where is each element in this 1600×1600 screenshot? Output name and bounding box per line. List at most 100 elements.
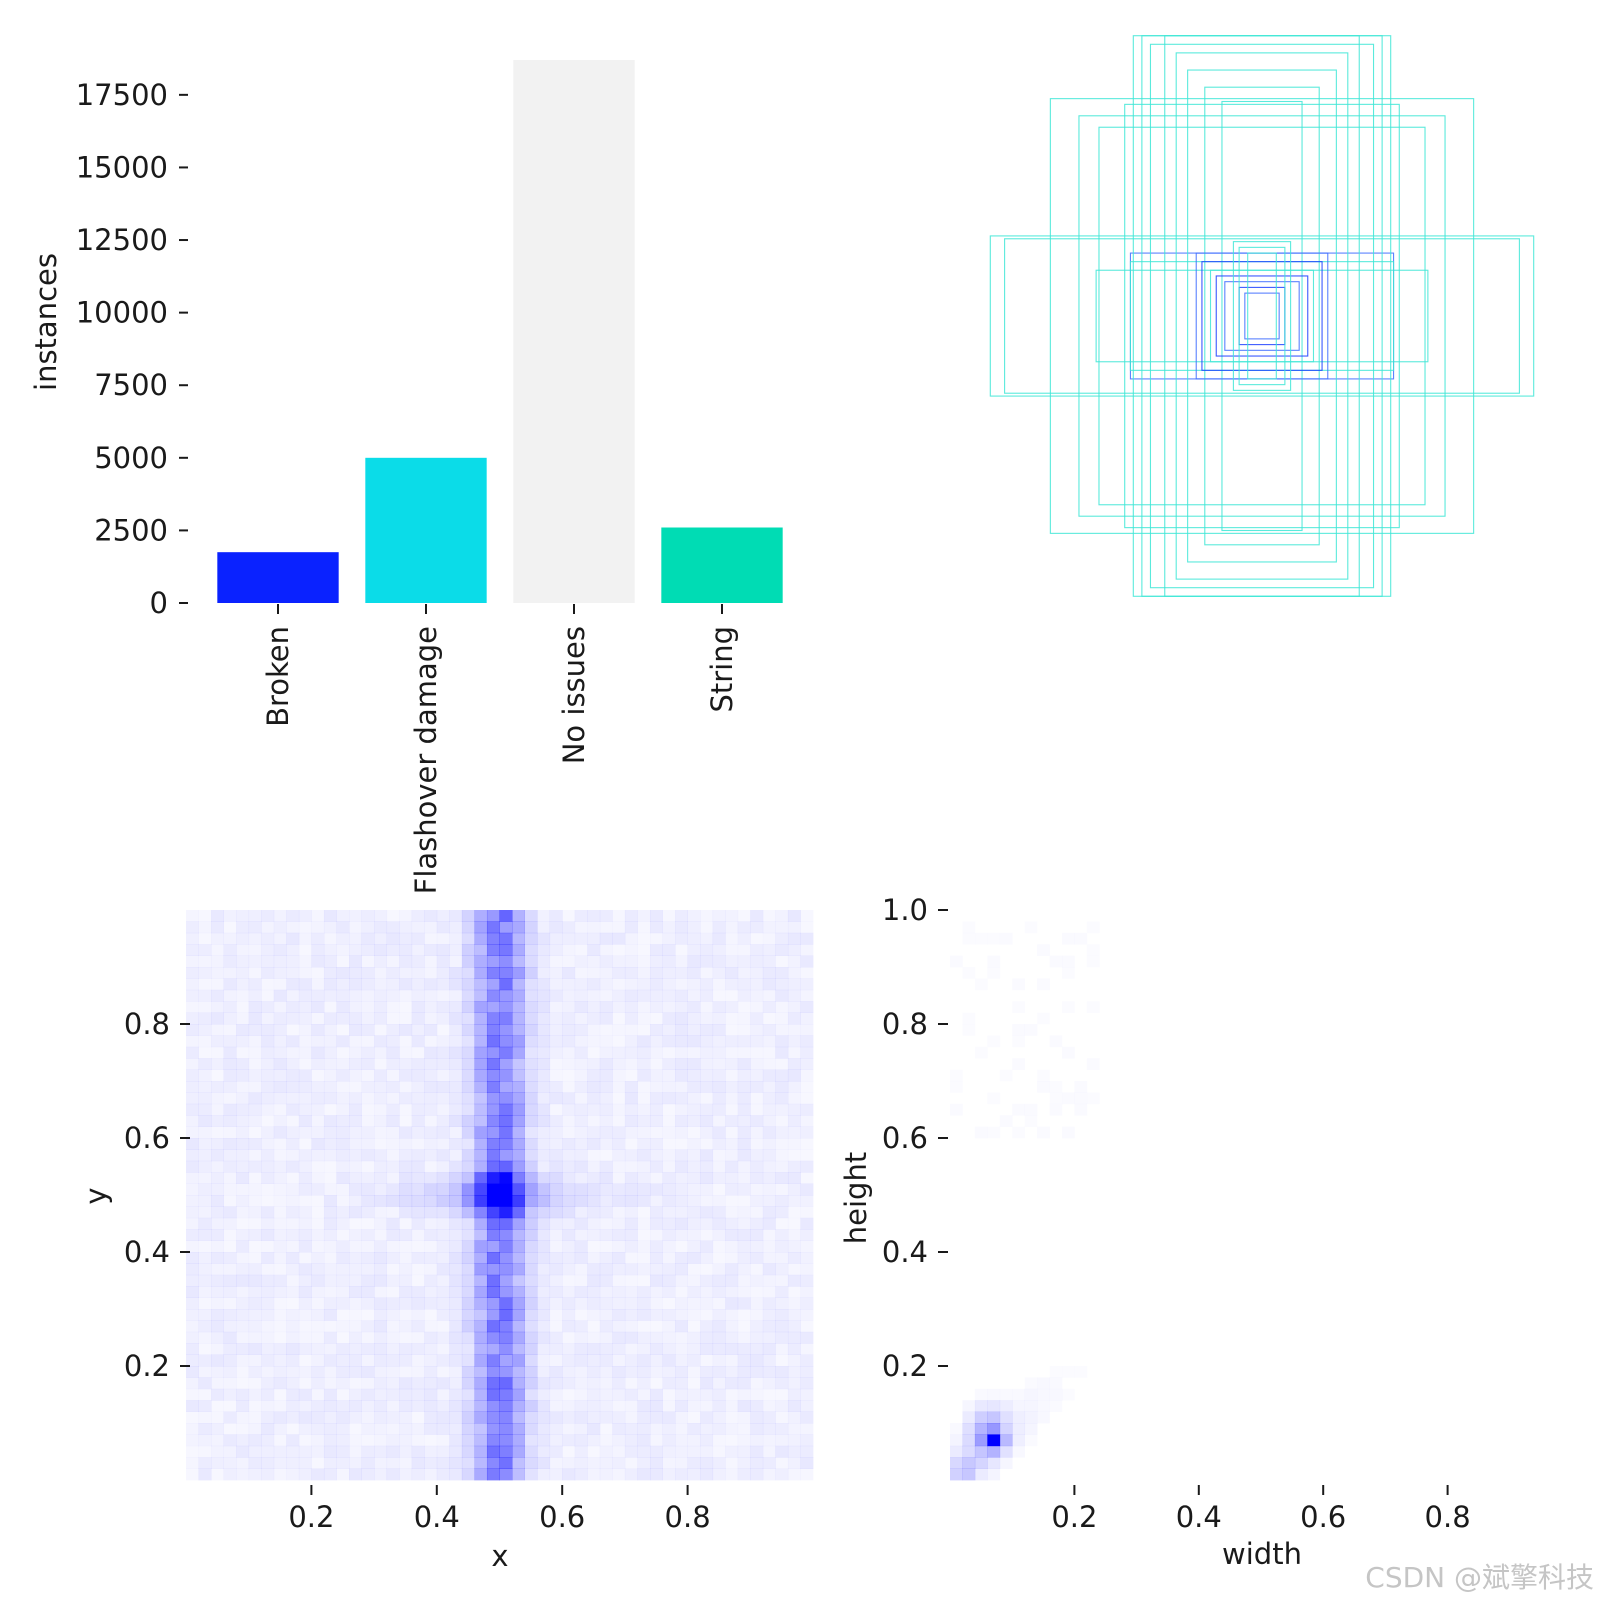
heatmap-cell bbox=[424, 989, 438, 1002]
heatmap-cell bbox=[950, 1457, 963, 1469]
heatmap-cell bbox=[787, 1423, 801, 1435]
heatmap-cell bbox=[474, 1423, 488, 1435]
heatmap-cell bbox=[349, 1354, 362, 1367]
heatmap-cell bbox=[236, 1081, 250, 1093]
heatmap-cell bbox=[675, 1206, 688, 1219]
heatmap-cell bbox=[349, 1001, 362, 1013]
heatmap-cell bbox=[361, 1366, 375, 1378]
heatmap-cell bbox=[712, 1263, 726, 1276]
heatmap-cell bbox=[224, 1298, 237, 1310]
heatmap-cell bbox=[499, 1058, 513, 1070]
heatmap-cell bbox=[199, 978, 212, 990]
heatmap-cell bbox=[311, 1013, 324, 1025]
heatmap-cell bbox=[662, 1252, 676, 1264]
heatmap-cell bbox=[762, 1274, 776, 1287]
label-box bbox=[989, 235, 1535, 397]
heatmap-cell bbox=[211, 1001, 225, 1013]
heatmap-cell bbox=[999, 1423, 1013, 1435]
bar-y-tick-label: 10000 bbox=[76, 296, 168, 330]
bar-y-tick-label: 2500 bbox=[94, 513, 168, 547]
heatmap-cell bbox=[624, 1206, 638, 1219]
heatmap-cell bbox=[675, 1172, 688, 1184]
heatmap-cell bbox=[424, 1058, 438, 1070]
heatmap-cell bbox=[675, 1286, 688, 1298]
heatmap-cell bbox=[298, 1331, 312, 1344]
heatmap-cell bbox=[549, 1468, 563, 1481]
heatmap-cell bbox=[574, 1343, 588, 1355]
heatmap-cell bbox=[574, 932, 588, 945]
heatmap-cell bbox=[662, 1445, 676, 1458]
heatmap-cell bbox=[512, 1309, 525, 1321]
heatmap-cell bbox=[650, 1172, 663, 1184]
heatmap-cell bbox=[336, 1423, 350, 1435]
heatmap-cell bbox=[800, 1138, 813, 1150]
heatmap-cell bbox=[499, 1274, 513, 1287]
heatmap-cell bbox=[725, 978, 739, 991]
heatmap-cell bbox=[486, 1377, 500, 1390]
heatmap-cell bbox=[299, 944, 312, 956]
heatmap-cell bbox=[436, 1035, 450, 1048]
heatmap-cell bbox=[725, 1024, 738, 1036]
heatmap-cell bbox=[411, 1001, 425, 1013]
heatmap-cell bbox=[549, 978, 563, 991]
heatmap-cell bbox=[800, 910, 813, 922]
heatmap-cell bbox=[599, 1001, 613, 1013]
heatmap-cell bbox=[499, 1445, 513, 1458]
heatmap-cell bbox=[687, 1457, 701, 1469]
heatmap-cell bbox=[574, 1354, 588, 1367]
heatmap-cell bbox=[562, 1035, 576, 1048]
heatmap-cell bbox=[486, 1343, 500, 1355]
heatmap-cell bbox=[700, 1343, 714, 1355]
heatmap-cell bbox=[436, 1183, 450, 1196]
heatmap-cell bbox=[223, 1411, 237, 1424]
heatmap-cell bbox=[612, 1343, 626, 1355]
heatmap-cell bbox=[1062, 1127, 1075, 1139]
heatmap-cell bbox=[449, 1366, 463, 1378]
heatmap-cell bbox=[1050, 956, 1063, 968]
heatmap-cell bbox=[374, 1160, 388, 1173]
heatmap-cell bbox=[762, 1377, 776, 1390]
heatmap-cell bbox=[524, 910, 538, 922]
heatmap-cell bbox=[675, 1354, 688, 1367]
heatmap-cell bbox=[273, 1445, 287, 1458]
heatmap-cell bbox=[236, 1183, 250, 1196]
heatmap-cell bbox=[950, 1434, 963, 1447]
heatmap-cell bbox=[775, 1355, 788, 1367]
heatmap-cell bbox=[361, 989, 375, 1002]
heatmap-cell bbox=[274, 1195, 287, 1207]
heatmap-cell bbox=[286, 1058, 300, 1070]
heatmap-cell bbox=[787, 1024, 801, 1036]
heatmap-cell bbox=[549, 1149, 563, 1162]
heatmap-cell bbox=[211, 910, 225, 922]
heatmap-cell bbox=[449, 1172, 463, 1184]
heatmap-cell bbox=[775, 1412, 788, 1424]
heatmap-cell bbox=[436, 1445, 450, 1458]
heatmap-cell bbox=[499, 1149, 513, 1162]
heatmap-cell bbox=[700, 1252, 714, 1264]
heatmap-cell bbox=[1037, 978, 1050, 990]
heatmap-cell bbox=[1037, 944, 1050, 956]
heatmap-cell bbox=[186, 1024, 199, 1036]
heatmap-cell bbox=[273, 989, 287, 1002]
heatmap-cell bbox=[675, 1434, 688, 1447]
heatmap-cell bbox=[411, 1468, 425, 1481]
heatmap-cell bbox=[236, 1286, 250, 1298]
heatmap-cell bbox=[211, 1331, 225, 1344]
heatmap-cell bbox=[750, 1354, 764, 1367]
heatmap-cell bbox=[750, 1331, 764, 1344]
heatmap-cell bbox=[687, 944, 701, 956]
heatmap-cell bbox=[411, 1160, 425, 1173]
heatmap-cell bbox=[700, 1115, 714, 1127]
heatmap-cell bbox=[625, 1070, 638, 1082]
heatmap-cell bbox=[512, 1468, 525, 1481]
heatmap-cell bbox=[286, 978, 300, 991]
heatmap-cell bbox=[675, 1263, 688, 1276]
heatmap-cell bbox=[1037, 1070, 1050, 1082]
heatmap-cell bbox=[424, 1103, 438, 1116]
heatmap-cell bbox=[662, 944, 676, 956]
heatmap-cell bbox=[399, 944, 413, 956]
heatmap-cell bbox=[411, 1172, 425, 1184]
heatmap-cell bbox=[461, 1115, 475, 1127]
heatmap-cell bbox=[1050, 1366, 1063, 1378]
heatmap-cell bbox=[637, 1343, 651, 1355]
